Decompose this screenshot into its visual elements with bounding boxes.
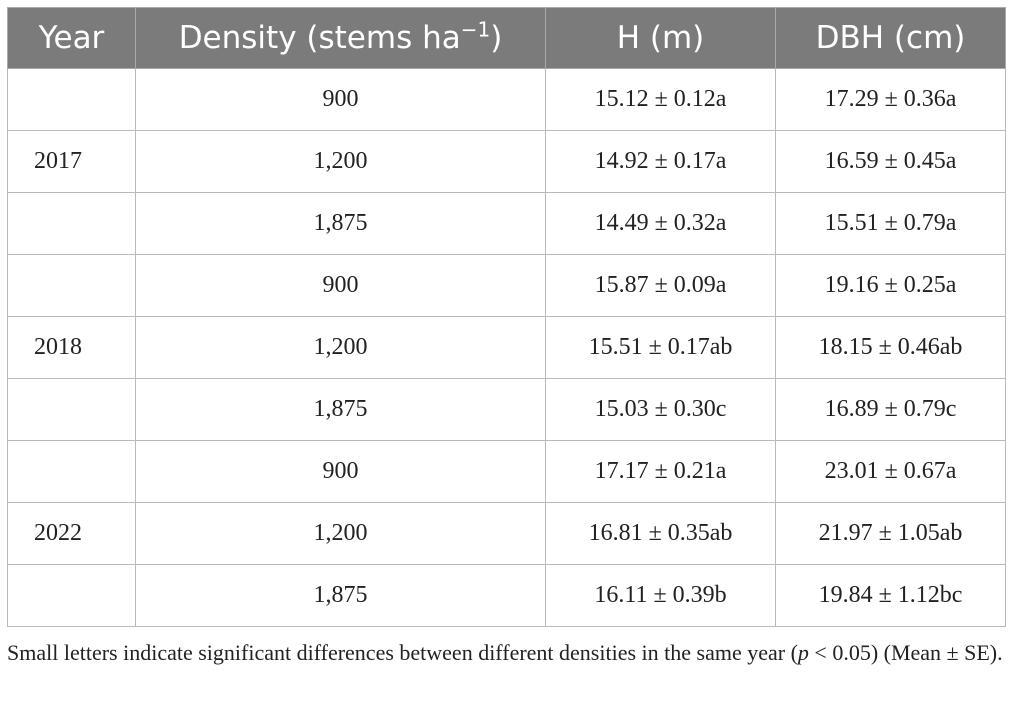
cell-h: 16.11 ± 0.39b: [545, 564, 776, 627]
cell-h: 16.81 ± 0.35ab: [545, 502, 776, 565]
cell-year: [7, 254, 136, 317]
cell-density: 1,875: [135, 378, 546, 441]
cell-h: 15.12 ± 0.12a: [545, 68, 776, 131]
cell-density: 1,200: [135, 130, 546, 193]
cell-dbh: 17.29 ± 0.36a: [775, 68, 1006, 131]
footnote-text-end: < 0.05) (Mean ± SE).: [808, 640, 1003, 665]
cell-year: [7, 192, 136, 255]
header-density: Density (stems ha−1): [135, 7, 546, 69]
table-row: 1,875 14.49 ± 0.32a 15.51 ± 0.79a: [7, 192, 1006, 255]
cell-year: 2017: [7, 130, 136, 193]
cell-year: [7, 564, 136, 627]
cell-dbh: 19.84 ± 1.12bc: [775, 564, 1006, 627]
cell-density: 1,200: [135, 502, 546, 565]
table-row: 2022 1,200 16.81 ± 0.35ab 21.97 ± 1.05ab: [7, 502, 1006, 565]
cell-year: [7, 440, 136, 503]
cell-h: 14.49 ± 0.32a: [545, 192, 776, 255]
table-row: 2017 1,200 14.92 ± 0.17a 16.59 ± 0.45a: [7, 130, 1006, 193]
cell-density: 1,200: [135, 316, 546, 379]
table-row: 1,875 15.03 ± 0.30c 16.89 ± 0.79c: [7, 378, 1006, 441]
footnote-p-symbol: p: [797, 640, 809, 665]
table-row: 2018 1,200 15.51 ± 0.17ab 18.15 ± 0.46ab: [7, 316, 1006, 379]
table-row: 1,875 16.11 ± 0.39b 19.84 ± 1.12bc: [7, 564, 1006, 627]
cell-year: [7, 378, 136, 441]
header-density-superscript: −1: [460, 17, 491, 42]
table-container: Year Density (stems ha−1) H (m) DBH (cm)…: [7, 7, 1006, 670]
cell-year: 2022: [7, 502, 136, 565]
cell-dbh: 15.51 ± 0.79a: [775, 192, 1006, 255]
cell-h: 15.03 ± 0.30c: [545, 378, 776, 441]
cell-dbh: 18.15 ± 0.46ab: [775, 316, 1006, 379]
header-density-text: Density (stems ha: [178, 20, 461, 56]
cell-year: [7, 68, 136, 131]
header-density-close: ): [490, 20, 503, 56]
cell-density: 900: [135, 254, 546, 317]
table-row: 900 17.17 ± 0.21a 23.01 ± 0.67a: [7, 440, 1006, 503]
table-row: 900 15.12 ± 0.12a 17.29 ± 0.36a: [7, 68, 1006, 131]
cell-year: 2018: [7, 316, 136, 379]
cell-density: 900: [135, 440, 546, 503]
table-row: 900 15.87 ± 0.09a 19.16 ± 0.25a: [7, 254, 1006, 317]
cell-h: 14.92 ± 0.17a: [545, 130, 776, 193]
header-year: Year: [7, 7, 136, 69]
header-row: Year Density (stems ha−1) H (m) DBH (cm): [7, 7, 1006, 69]
cell-h: 17.17 ± 0.21a: [545, 440, 776, 503]
header-h: H (m): [545, 7, 776, 69]
cell-h: 15.51 ± 0.17ab: [545, 316, 776, 379]
cell-dbh: 16.89 ± 0.79c: [775, 378, 1006, 441]
cell-density: 1,875: [135, 192, 546, 255]
cell-dbh: 23.01 ± 0.67a: [775, 440, 1006, 503]
header-dbh: DBH (cm): [775, 7, 1006, 69]
footnote-text: Small letters indicate significant diffe…: [7, 640, 798, 665]
cell-dbh: 21.97 ± 1.05ab: [775, 502, 1006, 565]
cell-dbh: 19.16 ± 0.25a: [775, 254, 1006, 317]
cell-dbh: 16.59 ± 0.45a: [775, 130, 1006, 193]
cell-density: 900: [135, 68, 546, 131]
cell-density: 1,875: [135, 564, 546, 627]
cell-h: 15.87 ± 0.09a: [545, 254, 776, 317]
data-table: Year Density (stems ha−1) H (m) DBH (cm)…: [7, 7, 1006, 627]
table-footnote: Small letters indicate significant diffe…: [7, 636, 1005, 670]
